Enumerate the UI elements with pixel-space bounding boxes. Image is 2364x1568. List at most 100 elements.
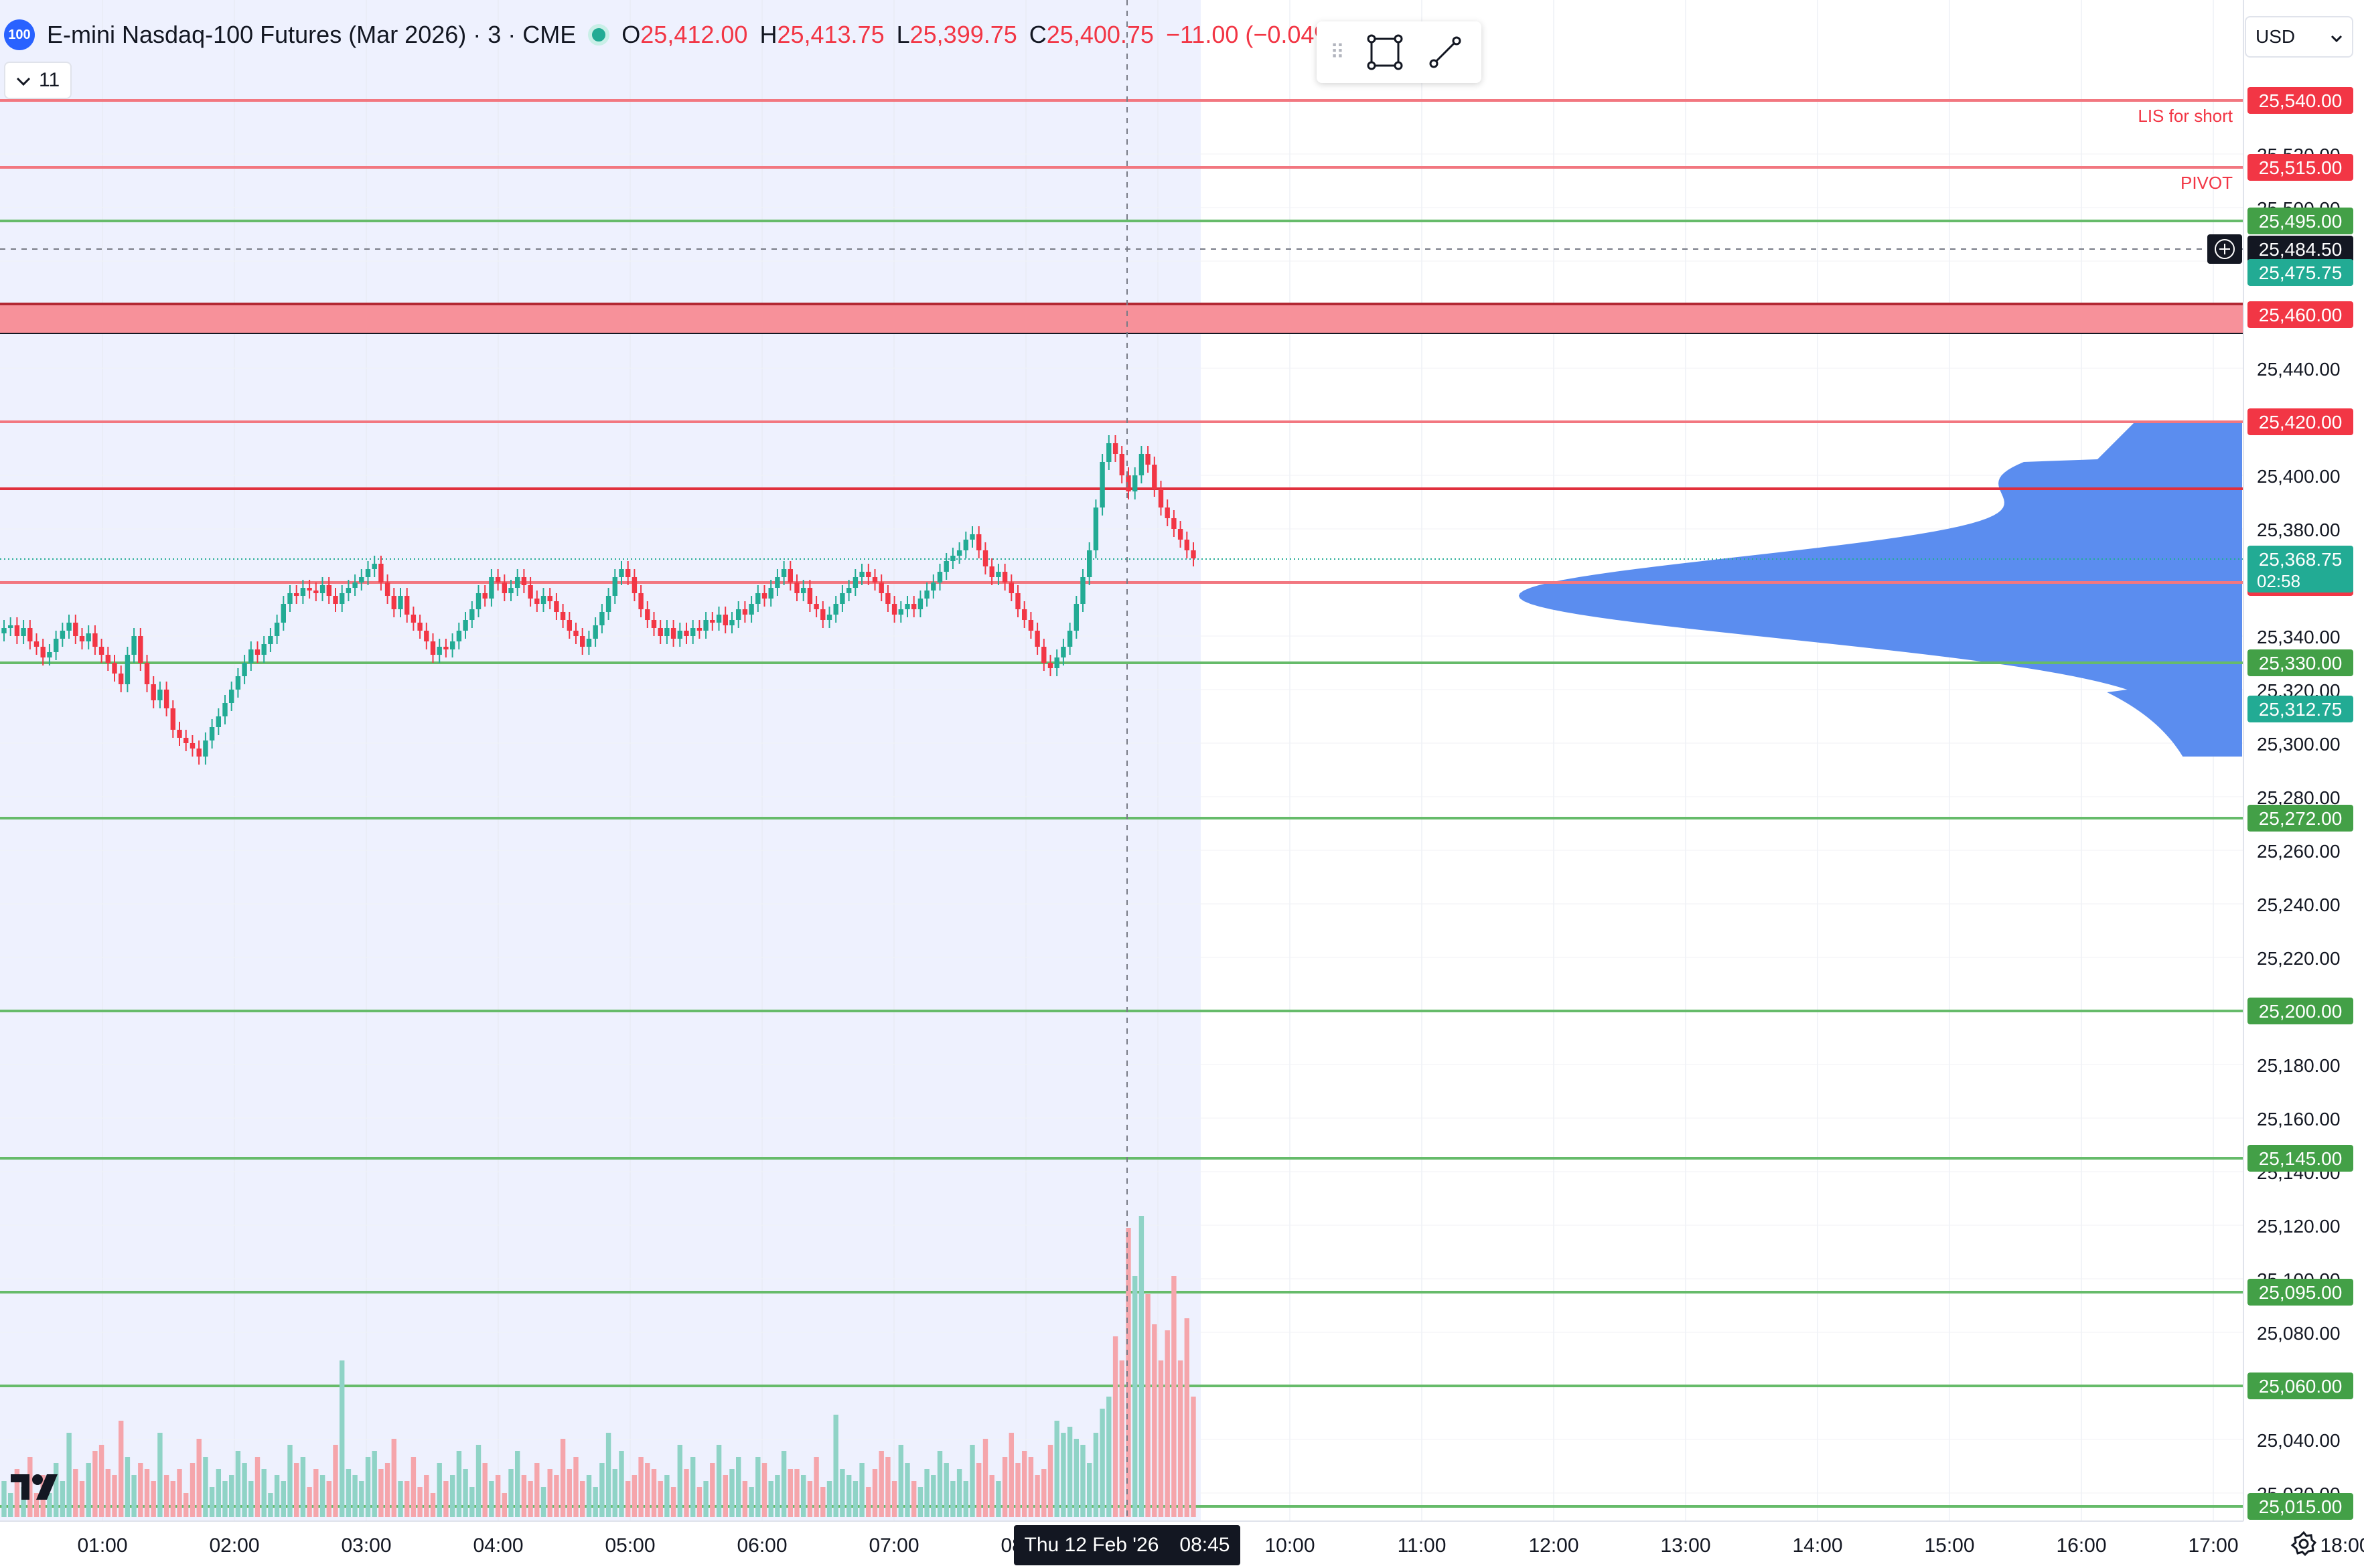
volume-bar bbox=[586, 1475, 592, 1517]
price-tick-label: 25,440.00 bbox=[2257, 359, 2341, 380]
candle-body bbox=[450, 641, 455, 649]
volume-bar bbox=[775, 1475, 780, 1517]
candle-body bbox=[859, 572, 865, 577]
candle-body bbox=[586, 639, 592, 647]
volume-bar bbox=[840, 1469, 845, 1517]
candle-body bbox=[183, 738, 189, 743]
time-tick-label: 02:00 bbox=[209, 1535, 259, 1557]
volume-bar bbox=[475, 1445, 482, 1517]
symbol-title[interactable]: E-mini Nasdaq-100 Futures (Mar 2026) · 3… bbox=[47, 21, 577, 48]
volume-bar bbox=[710, 1463, 715, 1517]
candle-body bbox=[417, 623, 423, 631]
volume-bar bbox=[216, 1469, 221, 1517]
volume-bar bbox=[14, 1469, 20, 1517]
candle-body bbox=[1061, 647, 1066, 657]
crosshair-time: 08:45 bbox=[1179, 1534, 1230, 1556]
volume-bar bbox=[163, 1475, 169, 1517]
time-tick-label: 17:00 bbox=[2188, 1535, 2238, 1557]
candle-body bbox=[976, 534, 982, 550]
candle-body bbox=[917, 599, 924, 609]
candle-body bbox=[956, 550, 962, 556]
candle-body bbox=[703, 620, 709, 631]
volume-bar bbox=[1106, 1397, 1112, 1517]
volume-bar bbox=[911, 1481, 917, 1517]
candle-body bbox=[229, 690, 234, 703]
drag-handle-icon[interactable]: ⠿ bbox=[1330, 41, 1345, 64]
volume-bar bbox=[788, 1469, 793, 1517]
tradingview-logo-icon[interactable] bbox=[9, 1472, 66, 1506]
candle-body bbox=[144, 663, 150, 684]
candle-body bbox=[248, 649, 254, 663]
volume-bar bbox=[905, 1463, 910, 1517]
volume-bar bbox=[976, 1463, 982, 1517]
volume-bar bbox=[21, 1487, 26, 1517]
volume-bar bbox=[619, 1451, 624, 1517]
resistance-zone bbox=[0, 304, 2243, 333]
volume-bar bbox=[917, 1487, 924, 1517]
rectangle-tool-icon[interactable] bbox=[1365, 32, 1405, 72]
volume-bar bbox=[430, 1493, 436, 1517]
candle-body bbox=[567, 620, 572, 631]
symbol-header: 100 E-mini Nasdaq-100 Futures (Mar 2026)… bbox=[0, 9, 1343, 60]
volume-bar bbox=[515, 1451, 520, 1517]
candle-body bbox=[1145, 454, 1151, 465]
candle-body bbox=[319, 585, 325, 593]
currency-select[interactable]: USD bbox=[2245, 16, 2353, 58]
volume-bar bbox=[268, 1493, 273, 1517]
price-tick-label: 25,160.00 bbox=[2257, 1109, 2341, 1129]
volume-bar bbox=[157, 1433, 163, 1517]
candle-body bbox=[163, 690, 169, 708]
volume-bar bbox=[398, 1481, 403, 1517]
candle-body bbox=[1165, 507, 1170, 518]
volume-bar bbox=[664, 1475, 670, 1517]
candle-body bbox=[515, 577, 520, 588]
volume-bar bbox=[391, 1439, 396, 1517]
volume-bar bbox=[1047, 1445, 1053, 1517]
price-tick-label: 25,280.00 bbox=[2257, 787, 2341, 808]
volume-bar bbox=[853, 1481, 859, 1517]
axis-badge-text: 25,368.75 bbox=[2259, 549, 2343, 570]
volume-bar bbox=[1177, 1360, 1183, 1517]
candle-body bbox=[1093, 507, 1099, 550]
candle-body bbox=[593, 625, 598, 639]
candle-body bbox=[723, 615, 728, 625]
candle-body bbox=[670, 628, 676, 639]
volume-bar bbox=[1028, 1457, 1034, 1517]
candle-body bbox=[1184, 540, 1189, 550]
volume-bar bbox=[716, 1445, 722, 1517]
price-level-badge bbox=[2247, 301, 2353, 328]
time-tick-label: 11:00 bbox=[1398, 1535, 1447, 1557]
volume-bar bbox=[352, 1475, 358, 1517]
volume-bar bbox=[898, 1445, 903, 1517]
candle-body bbox=[645, 609, 650, 620]
crosshair-date: Thu 12 Feb '26 bbox=[1024, 1534, 1159, 1556]
volume-bar bbox=[254, 1457, 261, 1517]
price-tick-label: 25,260.00 bbox=[2257, 841, 2341, 862]
volume-bar bbox=[294, 1463, 299, 1517]
candle-body bbox=[384, 582, 390, 596]
candle-body bbox=[27, 628, 33, 641]
candle-body bbox=[554, 601, 559, 612]
candle-body bbox=[235, 676, 241, 690]
volume-bar bbox=[761, 1463, 767, 1517]
price-tick-label: 25,040.00 bbox=[2257, 1430, 2341, 1451]
candle-body bbox=[1100, 462, 1105, 507]
volume-bar bbox=[1087, 1463, 1092, 1517]
candle-body bbox=[157, 690, 163, 700]
candle-body bbox=[547, 596, 552, 601]
volume-bar bbox=[1054, 1421, 1059, 1517]
indicators-toggle[interactable]: 11 bbox=[4, 62, 72, 99]
volume-bar bbox=[489, 1481, 494, 1517]
candle-body bbox=[911, 604, 917, 609]
candle-body bbox=[14, 625, 20, 636]
candle-body bbox=[528, 585, 533, 599]
trendline-tool-icon[interactable] bbox=[1425, 32, 1465, 72]
volume-bar bbox=[859, 1463, 865, 1517]
volume-bar bbox=[47, 1493, 52, 1517]
candle-body bbox=[1, 628, 7, 633]
volume-bar bbox=[105, 1469, 110, 1517]
volume-bar bbox=[384, 1463, 390, 1517]
settings-gear-icon[interactable] bbox=[2290, 1531, 2317, 1561]
